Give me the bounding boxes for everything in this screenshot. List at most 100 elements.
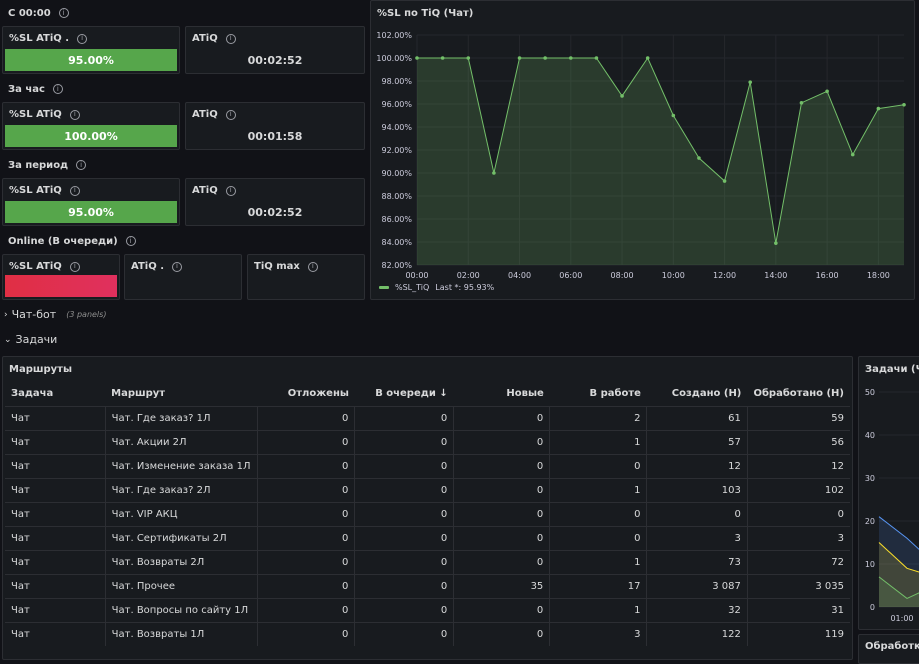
data-point xyxy=(774,241,778,245)
sl-gauge-bar-red xyxy=(5,275,117,297)
info-icon[interactable]: i xyxy=(58,8,69,18)
info-icon[interactable]: i xyxy=(225,109,236,120)
column-header[interactable]: Новые xyxy=(506,388,544,400)
table-cell: 0 xyxy=(257,405,356,430)
sl-atiq-panel-r1: %SL ATiQ . i 95.00% xyxy=(2,26,180,74)
sl-gauge-bar: 100.00% xyxy=(5,125,177,147)
table-cell: 119 xyxy=(747,621,850,646)
series-area-fill xyxy=(879,542,919,607)
table-row: Чат Чат. Сертификаты 2Л 0 0 0 0 3 3 xyxy=(5,525,850,550)
row-chatbot[interactable]: › Чат-бот (3 panels) xyxy=(4,308,106,321)
table-cell: Чат. Акции 2Л xyxy=(105,429,258,454)
column-header[interactable]: Задача xyxy=(11,388,54,400)
table-cell: Чат. Где заказ? 2Л xyxy=(105,477,258,502)
data-point xyxy=(645,56,650,60)
info-icon[interactable]: i xyxy=(69,185,80,196)
table-cell: 0 xyxy=(453,477,551,502)
table-cell: Чат xyxy=(5,429,106,454)
table-cell: 122 xyxy=(646,621,748,646)
section-label: За период xyxy=(8,159,69,171)
column-header[interactable]: Обработано (Н) xyxy=(753,388,844,400)
table-cell: 2 xyxy=(549,405,648,430)
table-cell: 0 xyxy=(354,453,455,478)
column-header[interactable]: Маршрут xyxy=(111,388,166,400)
table-cell: 0 xyxy=(257,477,356,502)
table-row: Чат Чат. Возвраты 1Л 0 0 0 3 122 119 xyxy=(5,621,850,646)
table-cell: Чат. Вопросы по сайту 1Л xyxy=(105,597,258,622)
table-cell: 0 xyxy=(453,405,551,430)
x-tick-label: 06:00 xyxy=(559,271,582,280)
table-cell: Чат xyxy=(5,477,106,502)
panel-title: %SL ATiQ xyxy=(9,109,62,120)
row-tasks[interactable]: ⌄ Задачи xyxy=(4,333,57,346)
sl-tiq-chart-panel: %SL по TiQ (Чат) 102.00% 100.00% 98.00% 96.… xyxy=(370,0,915,300)
data-point xyxy=(902,103,906,107)
tasks-chart-panel: Задачи (Чат 50 40 30 20 10 0 01:00 xyxy=(858,356,919,630)
table-cell: 3 087 xyxy=(646,573,748,598)
tiq-max-panel: TiQ max i xyxy=(247,254,365,300)
info-icon[interactable]: i xyxy=(225,33,236,44)
x-tick-label: 10:00 xyxy=(662,271,685,280)
info-icon[interactable]: i xyxy=(76,160,87,170)
table-row: Чат Чат. Где заказ? 1Л 0 0 0 2 61 59 xyxy=(5,405,850,430)
processing-panel: Обработка xyxy=(858,634,919,664)
info-icon[interactable]: i xyxy=(52,84,63,94)
atiq-panel-r2: ATiQ i 00:01:58 xyxy=(185,102,365,150)
table-cell: 12 xyxy=(747,453,850,478)
table-row: Чат Чат. VIP АКЦ 0 0 0 0 0 0 xyxy=(5,501,850,526)
info-icon[interactable]: i xyxy=(307,261,318,272)
table-cell: 56 xyxy=(747,429,850,454)
table-cell: 0 xyxy=(257,429,356,454)
data-point xyxy=(492,171,496,175)
table-cell: 0 xyxy=(453,501,551,526)
y-tick-label: 94.00% xyxy=(381,123,412,132)
table-cell: 0 xyxy=(257,621,356,646)
column-header[interactable]: Создано (Н) xyxy=(671,388,742,400)
table-cell: 0 xyxy=(257,453,356,478)
row-panel-count: (3 panels) xyxy=(66,310,107,319)
info-icon[interactable]: i xyxy=(172,261,182,272)
table-cell: 3 xyxy=(646,525,748,550)
info-icon[interactable]: i xyxy=(225,185,236,196)
x-tick-label: 04:00 xyxy=(508,271,531,280)
column-header[interactable]: Отложены xyxy=(287,388,349,400)
column-header[interactable]: В работе xyxy=(589,388,641,400)
y-tick-label: 100.00% xyxy=(376,54,412,63)
panel-title: %SL ATiQ xyxy=(9,185,62,196)
x-tick-label: 16:00 xyxy=(816,271,839,280)
legend-series-name: %SL_TiQ xyxy=(395,283,430,292)
table-cell: 73 xyxy=(646,549,748,574)
table-cell: 0 xyxy=(257,597,356,622)
column-header[interactable]: В очереди ↓ xyxy=(375,388,448,400)
table-cell: 1 xyxy=(549,549,648,574)
data-point xyxy=(568,56,573,60)
info-icon[interactable]: i xyxy=(125,236,136,246)
table-cell: 3 xyxy=(747,525,850,550)
info-icon[interactable]: i xyxy=(69,109,80,120)
sl-value: 100.00% xyxy=(64,129,118,143)
table-cell: 0 xyxy=(354,429,455,454)
data-point xyxy=(415,56,419,60)
table-cell: 57 xyxy=(646,429,748,454)
chart-legend[interactable]: %SL_TiQ Last *: 95.93% xyxy=(379,283,494,292)
series-line xyxy=(878,576,919,599)
sort-arrow-down-icon: ↓ xyxy=(435,388,448,400)
routes-table-panel: Маршруты Задача Маршрут Отложены В очереди … xyxy=(2,356,853,660)
table-cell: 0 xyxy=(453,549,551,574)
panel-title: ATiQ xyxy=(192,33,218,44)
table-cell: 0 xyxy=(646,501,748,526)
chart-title: %SL по TiQ (Чат) xyxy=(377,8,474,19)
y-tick-label: 50 xyxy=(865,388,875,397)
y-tick-label: 40 xyxy=(865,431,875,440)
panel-title: ATiQ . xyxy=(131,261,164,272)
table-cell: Чат xyxy=(5,597,106,622)
table-cell: 0 xyxy=(354,477,455,502)
y-tick-label: 84.00% xyxy=(381,238,412,247)
table-cell: 61 xyxy=(646,405,748,430)
x-tick-label: 01:00 xyxy=(890,614,913,623)
info-icon[interactable]: i xyxy=(69,261,80,272)
info-icon[interactable]: i xyxy=(77,33,88,44)
table-cell: 0 xyxy=(354,501,455,526)
routes-table: Задача Маршрут Отложены В очереди ↓ Новые В р… xyxy=(5,382,850,646)
section-title-since-midnight: С 00:00 i xyxy=(8,6,69,20)
